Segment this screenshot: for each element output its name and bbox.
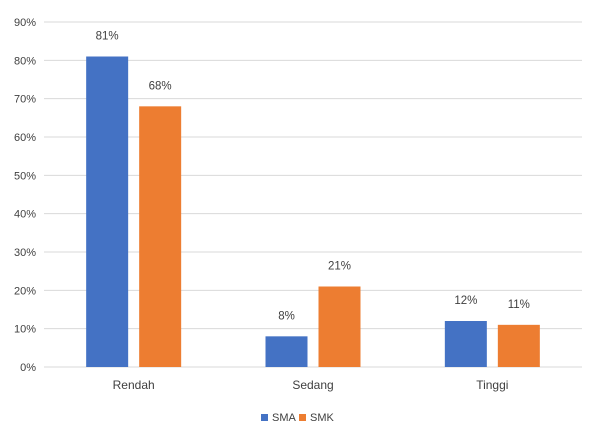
- legend-item-sma[interactable]: SMA: [261, 412, 297, 424]
- bar-smk-tinggi: [497, 324, 540, 367]
- bar-smk-sedang: [318, 286, 361, 367]
- legend-label: SMA: [272, 412, 297, 424]
- y-tick-label: 80%: [14, 55, 36, 67]
- y-tick-label: 70%: [14, 94, 36, 106]
- data-label: 8%: [278, 310, 295, 322]
- x-axis-categories: Rendah Sedang Tinggi: [113, 378, 509, 392]
- bar-sma-rendah: [86, 56, 129, 367]
- y-tick-label: 50%: [14, 170, 36, 182]
- y-tick-label: 60%: [14, 132, 36, 144]
- data-label: 11%: [508, 299, 530, 311]
- y-tick-label: 10%: [14, 324, 36, 336]
- y-tick-label: 40%: [14, 209, 36, 221]
- legend-label: SMK: [310, 412, 335, 424]
- bar-smk-rendah: [139, 106, 182, 367]
- y-tick-label: 20%: [14, 285, 36, 297]
- bar-sma-sedang: [265, 336, 308, 367]
- data-label: 68%: [149, 80, 172, 92]
- gridlines: [44, 21, 582, 368]
- data-labels: 81% 68% 8% 21% 12% 11%: [96, 31, 530, 323]
- bar-sma-tinggi: [444, 321, 487, 367]
- bars: [86, 56, 540, 367]
- data-label: 81%: [96, 31, 119, 43]
- data-label: 21%: [328, 261, 351, 273]
- x-category-label: Rendah: [113, 378, 155, 392]
- y-tick-label: 0%: [20, 362, 36, 374]
- legend-swatch: [299, 414, 306, 421]
- x-category-label: Tinggi: [476, 378, 508, 392]
- y-axis-ticks: 0% 10% 20% 30% 40% 50% 60% 70% 80% 90%: [14, 17, 36, 374]
- x-category-label: Sedang: [292, 378, 333, 392]
- legend-swatch: [261, 414, 268, 421]
- data-label: 12%: [454, 295, 477, 307]
- y-tick-label: 30%: [14, 247, 36, 259]
- y-tick-label: 90%: [14, 17, 36, 29]
- legend-item-smk[interactable]: SMK: [299, 412, 335, 424]
- legend[interactable]: SMA SMK: [261, 412, 335, 424]
